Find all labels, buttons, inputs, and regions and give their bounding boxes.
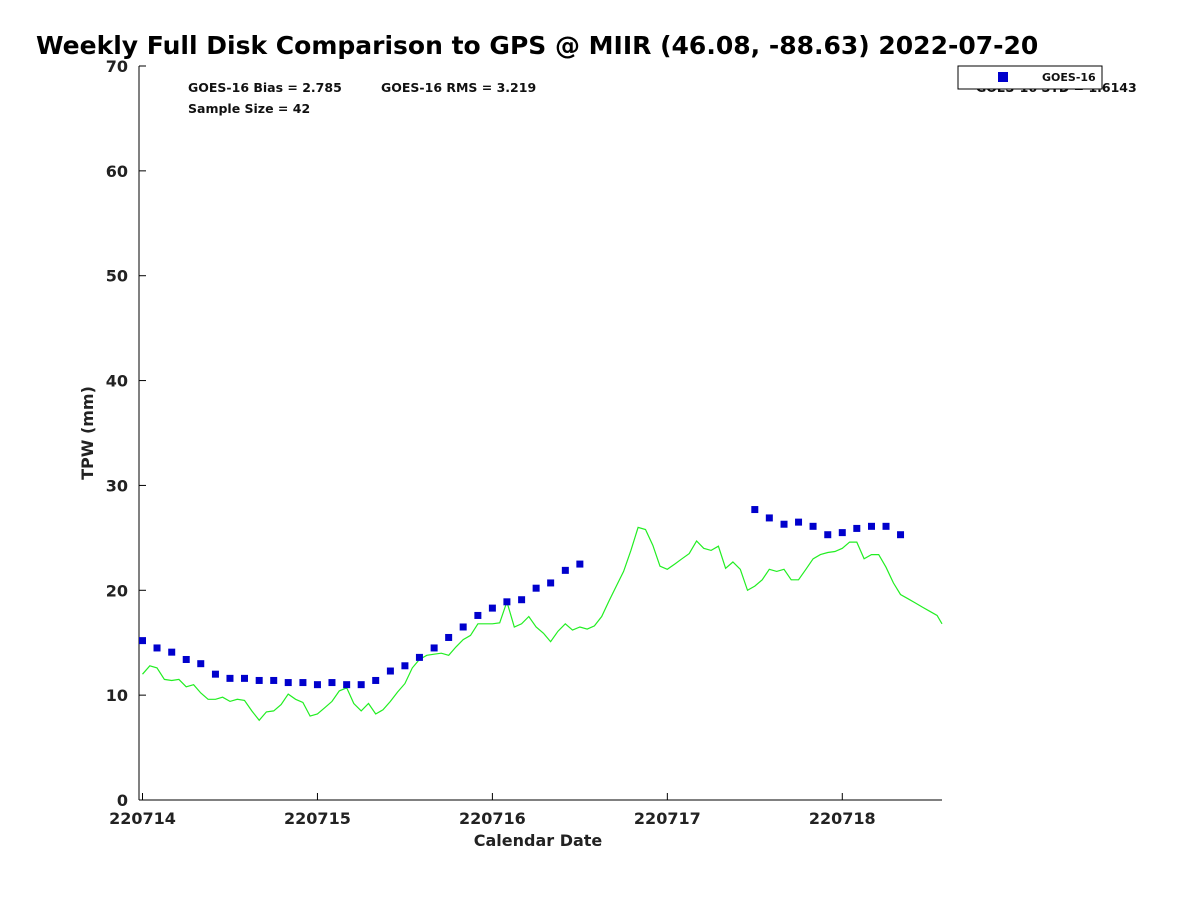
goes16-point bbox=[765, 514, 773, 522]
y-tick-label: 0 bbox=[117, 791, 128, 810]
y-axis-label: TPW (mm) bbox=[78, 386, 97, 480]
goes16-point bbox=[576, 560, 584, 568]
goes16-point bbox=[182, 655, 190, 663]
goes16-point bbox=[153, 644, 161, 652]
goes16-point bbox=[838, 529, 846, 537]
goes16-point bbox=[853, 524, 861, 532]
x-tick-label: 220715 bbox=[284, 809, 351, 828]
x-tick-label: 220714 bbox=[109, 809, 176, 828]
goes16-point bbox=[343, 681, 351, 689]
goes16-point bbox=[882, 522, 890, 530]
x-tick-label: 220718 bbox=[809, 809, 876, 828]
goes16-point bbox=[897, 531, 905, 539]
goes16-point bbox=[255, 676, 263, 684]
goes16-point bbox=[168, 648, 176, 656]
goes16-point bbox=[240, 674, 248, 682]
goes16-point bbox=[138, 637, 146, 645]
y-tick-label: 10 bbox=[106, 686, 128, 705]
goes16-point bbox=[474, 611, 482, 619]
goes16-point bbox=[415, 653, 423, 661]
x-tick-label: 220716 bbox=[459, 809, 526, 828]
goes16-point bbox=[518, 596, 526, 604]
bias-stat: GOES-16 Bias = 2.785 bbox=[188, 80, 342, 95]
goes16-point bbox=[503, 598, 511, 606]
goes16-point bbox=[328, 679, 336, 687]
goes16-point bbox=[532, 584, 540, 592]
chart-title: Weekly Full Disk Comparison to GPS @ MII… bbox=[36, 31, 1038, 60]
legend-marker bbox=[998, 72, 1008, 82]
goes16-point bbox=[197, 660, 205, 668]
goes16-series bbox=[138, 506, 905, 689]
goes16-point bbox=[211, 670, 219, 678]
x-axis-ticks: 220714 220715 220716 220717 220718 bbox=[109, 793, 876, 828]
goes16-point bbox=[313, 681, 321, 689]
y-tick-label: 30 bbox=[106, 476, 128, 495]
goes16-point bbox=[867, 522, 875, 530]
x-tick-label: 220717 bbox=[634, 809, 701, 828]
goes16-point bbox=[809, 522, 817, 530]
y-tick-label: 40 bbox=[106, 372, 128, 391]
gps-line bbox=[142, 526, 943, 722]
goes16-point bbox=[226, 674, 234, 682]
goes16-point bbox=[284, 679, 292, 687]
legend-label: GOES-16 bbox=[1042, 71, 1096, 84]
goes16-point bbox=[386, 667, 394, 675]
goes16-point bbox=[488, 604, 496, 612]
sample-size-stat: Sample Size = 42 bbox=[188, 101, 310, 116]
goes16-point bbox=[299, 679, 307, 687]
goes16-point bbox=[459, 623, 467, 631]
y-tick-label: 70 bbox=[106, 57, 128, 76]
goes16-point bbox=[357, 681, 365, 689]
legend: GOES-16 bbox=[957, 65, 1103, 90]
goes16-point bbox=[780, 520, 788, 528]
goes16-point bbox=[547, 579, 555, 587]
gps-series bbox=[142, 526, 943, 722]
y-axis-ticks: 0 10 20 30 40 50 60 70 bbox=[106, 57, 146, 810]
plot-area bbox=[138, 66, 942, 801]
goes16-point bbox=[751, 506, 759, 514]
goes16-point bbox=[401, 662, 409, 670]
legend-box bbox=[957, 65, 1103, 90]
y-tick-label: 50 bbox=[106, 267, 128, 286]
goes16-point bbox=[270, 676, 278, 684]
goes16-point bbox=[824, 531, 832, 539]
goes16-point bbox=[430, 644, 438, 652]
goes16-point bbox=[372, 676, 380, 684]
rms-stat: GOES-16 RMS = 3.219 bbox=[381, 80, 536, 95]
goes16-point bbox=[445, 633, 453, 641]
y-tick-label: 60 bbox=[106, 162, 128, 181]
x-axis-label: Calendar Date bbox=[474, 831, 603, 850]
goes16-point bbox=[795, 518, 803, 526]
goes16-point bbox=[561, 566, 569, 574]
y-tick-label: 20 bbox=[106, 581, 128, 600]
